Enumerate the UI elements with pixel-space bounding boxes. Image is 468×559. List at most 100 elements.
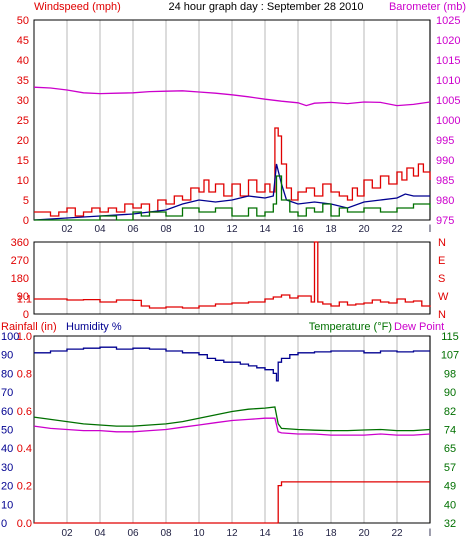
barometer-axis-label: Barometer (mb) [389,1,466,13]
rainfall-tick-4: 0.8 [17,368,32,380]
barometer-tick-1010: 1010 [436,75,460,87]
barometer-tick-1025: 1025 [436,15,460,27]
temperature-tick-49: 49 [444,481,456,493]
humidity-tick-20: 20 [1,481,13,493]
windspeed-tick-20: 20 [17,135,29,147]
dewpoint-axis-label: Dew Point [394,321,444,333]
humidity-tick-100: 100 [1,331,19,343]
temperature-tick-107: 107 [441,350,459,362]
rainfall-tick-3: 0.6 [17,406,32,418]
barometer-tick-985: 985 [436,175,454,187]
temperature-tick-32: 32 [444,518,456,530]
direction-tick-360: 360 [11,237,29,249]
x-tick-bottom-02: 02 [61,528,73,539]
temperature-tick-65: 65 [444,443,456,455]
compass-tick-2: S [438,273,445,285]
wind_min-line [34,175,431,221]
x-tick-bottom-14: 14 [259,528,271,539]
x-tick-top-06: 06 [127,224,139,235]
x-tick-top-20: 20 [358,224,370,235]
temperature-line [33,406,431,432]
x-tick-top-l: l [429,224,431,235]
rainfall-line [34,481,430,524]
windspeed-tick-35: 35 [17,75,29,87]
x-tick-bottom-18: 18 [325,528,337,539]
windspeed-tick-0: 0 [23,215,29,227]
humidity-tick-90: 90 [1,350,13,362]
compass-tick-3: E [438,255,445,267]
x-tick-top-22: 22 [391,224,403,235]
x-tick-bottom-08: 08 [160,528,172,539]
temperature-axis-label: Temperature (°F) [309,321,392,333]
barometer-tick-1020: 1020 [436,35,460,47]
compass-tick-1: W [438,291,449,303]
direction-tick-90: 90 [17,291,29,303]
x-tick-top-04: 04 [94,224,106,235]
humidity-tick-70: 70 [1,387,13,399]
rainfall-tick-1: 0.2 [17,481,32,493]
direction-tick-180: 180 [11,273,29,285]
temperature-tick-98: 98 [444,368,456,380]
direction-tick-270: 270 [11,255,29,267]
rainfall-tick-5: 1.0 [17,331,32,343]
humidity-tick-30: 30 [1,462,13,474]
barometer-tick-990: 990 [436,155,454,167]
gust-line [34,127,431,217]
x-tick-top-08: 08 [160,224,172,235]
x-tick-top-18: 18 [325,224,337,235]
plot-frame [33,19,431,221]
barometer-line [33,86,431,107]
x-tick-bottom-10: 10 [193,528,205,539]
windspeed-tick-50: 50 [17,15,29,27]
x-tick-bottom-22: 22 [391,528,403,539]
dew_point-line [33,417,431,436]
x-tick-bottom-12: 12 [226,528,238,539]
x-tick-top-10: 10 [193,224,205,235]
temperature-tick-115: 115 [441,331,459,343]
rainfall-axis-label: Rainfall (in) [1,321,57,333]
x-tick-bottom-04: 04 [94,528,106,539]
temperature-tick-74: 74 [444,425,456,437]
humidity-tick-60: 60 [1,406,13,418]
temperature-tick-90: 90 [444,387,456,399]
temperature-humidity-rain-panel: 01020304050607080901000.00.20.40.60.81.0… [1,294,459,539]
humidity-line [34,346,430,382]
x-tick-top-02: 02 [61,224,73,235]
humidity-tick-80: 80 [1,368,13,380]
temperature-tick-82: 82 [444,406,456,418]
compass-tick-4: N [438,237,446,249]
plot-frame [33,241,431,315]
x-tick-top-12: 12 [226,224,238,235]
windspeed-axis-label: Windspeed (mph) [34,1,121,13]
temperature-tick-40: 40 [444,499,456,511]
windspeed-tick-15: 15 [17,155,29,167]
humidity-axis-label: Humidity % [66,321,122,333]
windspeed-tick-25: 25 [17,115,29,127]
humidity-tick-0: 0 [1,518,7,530]
x-tick-bottom-l: l [429,528,431,539]
direction-tick-0: 0 [23,309,29,321]
x-tick-bottom-16: 16 [292,528,304,539]
windspeed-tick-5: 5 [23,195,29,207]
windspeed-tick-45: 45 [17,35,29,47]
wind-barometer-panel: 0510152025303540455097598098599099510001… [17,15,461,235]
barometer-tick-980: 980 [436,195,454,207]
barometer-tick-975: 975 [436,215,454,227]
rainfall-tick-2: 0.4 [17,443,32,455]
humidity-tick-50: 50 [1,425,13,437]
wind_dir-line [34,241,431,309]
temperature-tick-57: 57 [444,462,456,474]
barometer-tick-1000: 1000 [436,115,460,127]
x-tick-bottom-20: 20 [358,528,370,539]
humidity-tick-10: 10 [1,499,13,511]
windspeed-tick-40: 40 [17,55,29,67]
chart-title: 24 hour graph day : September 28 2010 [168,1,363,13]
rainfall-tick-0: 0.0 [17,518,32,530]
barometer-tick-1005: 1005 [436,95,460,107]
x-tick-top-14: 14 [259,224,271,235]
windspeed-tick-30: 30 [17,95,29,107]
x-tick-top-16: 16 [292,224,304,235]
compass-tick-0: N [438,309,446,321]
